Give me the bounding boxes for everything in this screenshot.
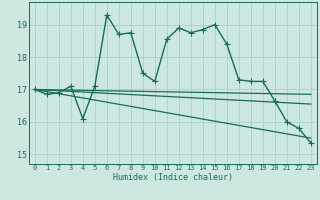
X-axis label: Humidex (Indice chaleur): Humidex (Indice chaleur): [113, 173, 233, 182]
